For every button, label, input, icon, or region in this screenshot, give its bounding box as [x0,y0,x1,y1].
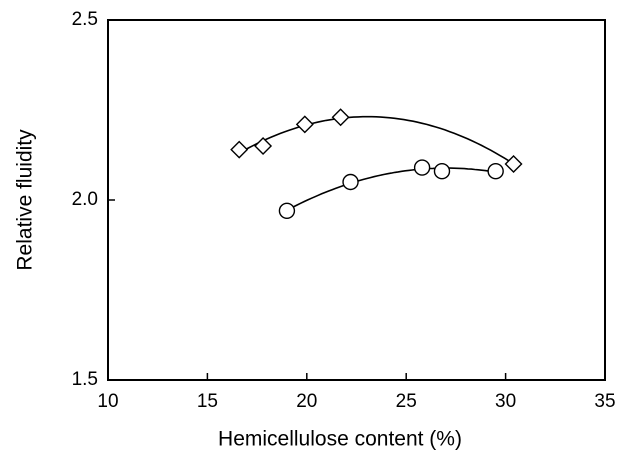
circle-marker [278,202,296,220]
plot-frame [107,19,606,381]
circle-marker [413,159,431,176]
diamond-marker [504,155,523,173]
diamond-marker [230,140,249,159]
y-tick-label: 1.5 [72,369,98,390]
x-tick-label: 25 [396,391,417,412]
fit-curve [238,115,515,165]
diamond-marker [331,108,350,127]
y-axis-label: Relative fluidity [14,129,37,271]
y-tick-label: 2.5 [72,9,98,30]
x-tick-label: 35 [594,391,615,412]
diamond-marker [254,137,273,155]
x-tick-label: 10 [97,391,118,412]
x-tick-label: 15 [197,391,218,412]
y-tick-label: 2.0 [72,189,98,210]
circle-marker [433,162,451,180]
x-tick-label: 20 [296,391,317,412]
circle-marker [342,173,359,191]
diamond-marker [295,115,314,134]
x-axis-label: Hemicellulose content (%) [218,428,462,451]
circle-marker [487,162,504,180]
fit-curve [286,167,496,211]
x-tick-label: 30 [495,391,516,412]
